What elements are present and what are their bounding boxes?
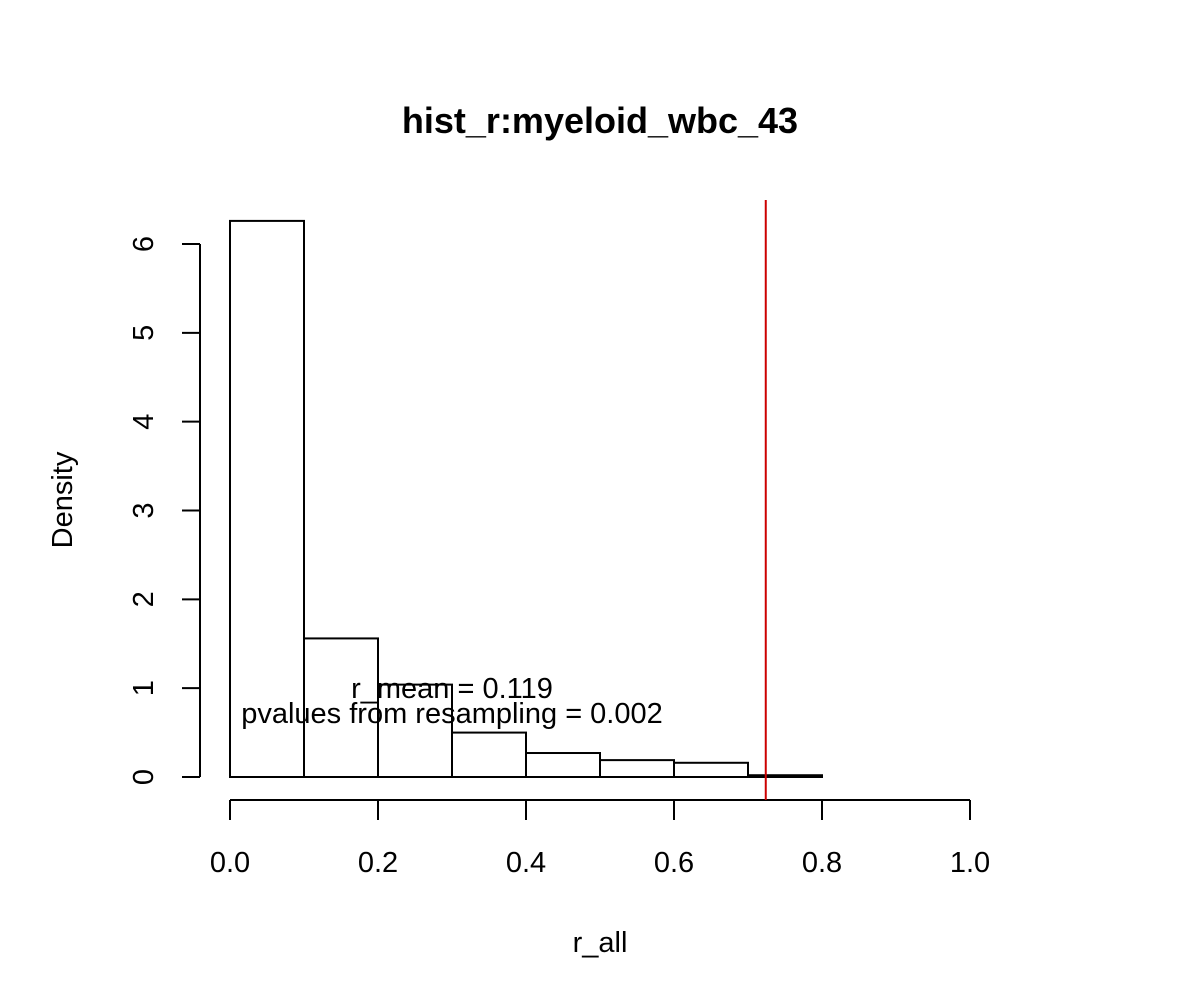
y-tick-label-6: 6 <box>128 236 160 252</box>
histogram-bar-2 <box>377 683 453 779</box>
x-axis-label: r_all <box>573 927 628 959</box>
y-tick-label-3: 3 <box>128 502 160 518</box>
x-tick-label-4: 0.8 <box>802 847 842 879</box>
x-tick-label-2: 0.4 <box>506 847 546 879</box>
histogram-bar-1 <box>303 637 379 778</box>
x-tick-label-5: 1.0 <box>950 847 990 879</box>
y-tick-label-4: 4 <box>128 414 160 430</box>
histogram-bar-6 <box>673 761 749 779</box>
y-tick-label-0: 0 <box>128 769 160 785</box>
pvalue-annotation: pvalues from resampling = 0.002 <box>241 698 663 730</box>
y-tick-label-5: 5 <box>128 325 160 341</box>
x-tick-label-1: 0.2 <box>358 847 398 879</box>
x-tick-label-3: 0.6 <box>654 847 694 879</box>
histogram-bars <box>229 219 823 779</box>
histogram-bar-5 <box>599 759 675 778</box>
histogram-bar-3 <box>451 731 527 778</box>
r-mean-annotation: r_mean = 0.119 <box>351 673 553 705</box>
y-tick-label-2: 2 <box>128 591 160 607</box>
histogram-bar-4 <box>525 752 601 779</box>
y-tick-label-1: 1 <box>128 680 160 696</box>
y-axis-label: Density <box>47 451 79 548</box>
x-tick-label-0: 0.0 <box>210 847 250 879</box>
chart-title: hist_r:myeloid_wbc_43 <box>402 100 798 141</box>
histogram-bar-7 <box>747 774 823 778</box>
y-axis: 0 1 2 3 4 5 6 <box>128 236 201 785</box>
histogram-bar-0 <box>229 219 305 779</box>
x-axis: 0.0 0.2 0.4 0.6 0.8 1.0 <box>210 799 990 879</box>
